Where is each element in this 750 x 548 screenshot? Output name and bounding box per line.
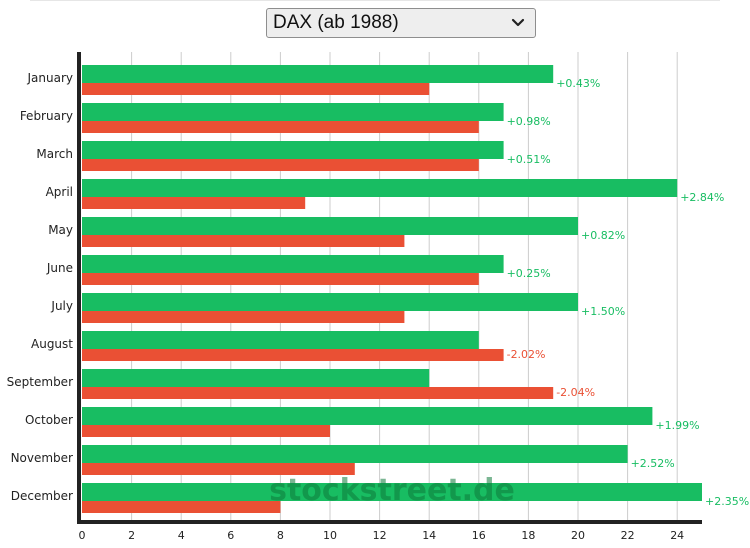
x-tick-label: 0 bbox=[79, 529, 86, 542]
x-axis-line bbox=[77, 520, 702, 524]
bar-green bbox=[82, 407, 653, 425]
index-select[interactable]: DAX (ab 1988) bbox=[266, 8, 536, 38]
data-label: -2.04% bbox=[556, 386, 595, 399]
bar-green bbox=[82, 369, 430, 387]
category-label: December bbox=[11, 489, 73, 503]
bar-green bbox=[82, 103, 504, 121]
bar-green bbox=[82, 445, 628, 463]
bar-green bbox=[82, 141, 504, 159]
category-label: July bbox=[50, 299, 73, 313]
category-label: November bbox=[11, 451, 73, 465]
x-tick-label: 6 bbox=[227, 529, 234, 542]
data-label: -2.02% bbox=[507, 348, 546, 361]
x-tick-label: 10 bbox=[323, 529, 337, 542]
bar-green bbox=[82, 483, 702, 501]
x-tick-label: 20 bbox=[571, 529, 585, 542]
bar-green bbox=[82, 65, 554, 83]
bar-green bbox=[82, 255, 504, 273]
category-label: June bbox=[46, 261, 73, 275]
bar-red bbox=[82, 425, 330, 437]
category-label: October bbox=[25, 413, 73, 427]
x-tick-label: 12 bbox=[373, 529, 387, 542]
data-label: +1.99% bbox=[655, 419, 699, 432]
bar-green bbox=[82, 293, 578, 311]
category-label: January bbox=[27, 71, 74, 85]
bar-red bbox=[82, 121, 479, 133]
data-label: +2.35% bbox=[705, 495, 749, 508]
bar-red bbox=[82, 387, 554, 399]
y-axis-line bbox=[77, 52, 81, 524]
bar-red bbox=[82, 311, 405, 323]
data-label: +0.43% bbox=[556, 77, 600, 90]
category-label: August bbox=[31, 337, 73, 351]
bar-green bbox=[82, 217, 578, 235]
x-tick-label: 14 bbox=[422, 529, 436, 542]
data-label: +0.82% bbox=[581, 229, 625, 242]
data-label: +0.25% bbox=[507, 267, 551, 280]
bar-red bbox=[82, 83, 430, 95]
index-select-value: DAX (ab 1988) bbox=[273, 12, 399, 33]
bar-red bbox=[82, 273, 479, 285]
bar-red bbox=[82, 235, 405, 247]
x-tick-label: 16 bbox=[472, 529, 486, 542]
x-tick-label: 8 bbox=[277, 529, 284, 542]
bar-red bbox=[82, 463, 355, 475]
x-tick-label: 22 bbox=[621, 529, 635, 542]
bar-red bbox=[82, 349, 504, 361]
data-label: +0.98% bbox=[507, 115, 551, 128]
category-label: February bbox=[20, 109, 73, 123]
x-tick-label: 24 bbox=[670, 529, 684, 542]
bar-red bbox=[82, 501, 281, 513]
x-tick-label: 18 bbox=[521, 529, 535, 542]
data-label: +2.84% bbox=[680, 191, 724, 204]
data-label: +2.52% bbox=[631, 457, 675, 470]
top-divider bbox=[30, 0, 720, 1]
data-label: +1.50% bbox=[581, 305, 625, 318]
bar-green bbox=[82, 179, 678, 197]
category-label: March bbox=[36, 147, 73, 161]
x-tick-label: 4 bbox=[178, 529, 185, 542]
bar-red bbox=[82, 197, 306, 209]
x-tick-label: 2 bbox=[128, 529, 135, 542]
bar-red bbox=[82, 159, 479, 171]
bar-green bbox=[82, 331, 479, 349]
watermark: stockstreet.de bbox=[269, 473, 515, 508]
category-label: May bbox=[48, 223, 73, 237]
category-label: September bbox=[7, 375, 73, 389]
data-label: +0.51% bbox=[507, 153, 551, 166]
chevron-down-icon bbox=[511, 18, 525, 27]
category-label: April bbox=[46, 185, 73, 199]
